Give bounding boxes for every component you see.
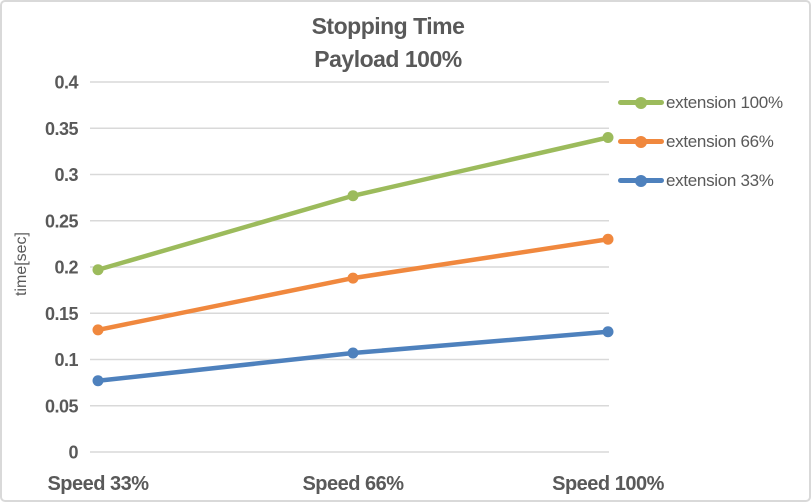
series-line-extension-66 bbox=[95, 237, 611, 333]
legend-marker-icon bbox=[618, 135, 664, 148]
series-point-extension-100-speed-33 bbox=[92, 264, 104, 276]
x-tick-label-speed-66: Speed 66% bbox=[302, 473, 404, 495]
y-tick-label: 0.1 bbox=[54, 350, 78, 370]
legend-marker-icon bbox=[618, 174, 664, 187]
legend-label: extension 33% bbox=[666, 170, 774, 190]
y-tick-label: 0.25 bbox=[45, 211, 79, 231]
series-point-extension-100-speed-66 bbox=[347, 190, 359, 202]
x-tick-label-speed-100: Speed 100% bbox=[552, 473, 664, 495]
y-tick-label: 0.15 bbox=[45, 304, 79, 324]
legend-item-extension-33: extension 33% bbox=[618, 168, 783, 193]
legend-dot-icon bbox=[635, 135, 647, 148]
legend-marker-icon bbox=[618, 96, 664, 109]
series-point-extension-33-speed-66 bbox=[347, 347, 359, 359]
y-tick-label: 0.3 bbox=[54, 165, 78, 185]
y-axis-title: time[sec] bbox=[13, 231, 30, 297]
legend-label: extension 66% bbox=[666, 131, 774, 151]
legend-label: extension 100% bbox=[666, 92, 783, 112]
legend-item-extension-66: extension 66% bbox=[618, 129, 783, 154]
y-tick-label: 0.05 bbox=[45, 396, 79, 416]
series-point-extension-66-speed-66 bbox=[347, 272, 359, 284]
legend: extension 100% extension 66% extension 33% bbox=[618, 90, 783, 193]
chart-title: Stopping Time bbox=[311, 13, 465, 39]
x-tick-label-speed-33: Speed 33% bbox=[47, 473, 149, 495]
chart-title-block: Stopping Time Payload 100% bbox=[2, 10, 774, 76]
legend-dot-icon bbox=[635, 174, 647, 187]
legend-item-extension-100: extension 100% bbox=[618, 90, 783, 115]
series-point-extension-33-speed-100 bbox=[602, 326, 614, 338]
series-point-extension-33-speed-33 bbox=[92, 375, 104, 387]
y-tick-label: 0 bbox=[68, 443, 78, 463]
chart-subtitle: Payload 100% bbox=[314, 46, 462, 72]
series-point-extension-66-speed-100 bbox=[602, 233, 614, 245]
y-tick-label: 0.35 bbox=[45, 119, 79, 139]
y-tick-label: 0.2 bbox=[54, 258, 78, 278]
legend-dot-icon bbox=[635, 96, 647, 109]
series-point-extension-100-speed-100 bbox=[602, 132, 614, 143]
y-tick-label: 0.4 bbox=[54, 73, 78, 93]
series-point-extension-66-speed-33 bbox=[92, 324, 104, 336]
